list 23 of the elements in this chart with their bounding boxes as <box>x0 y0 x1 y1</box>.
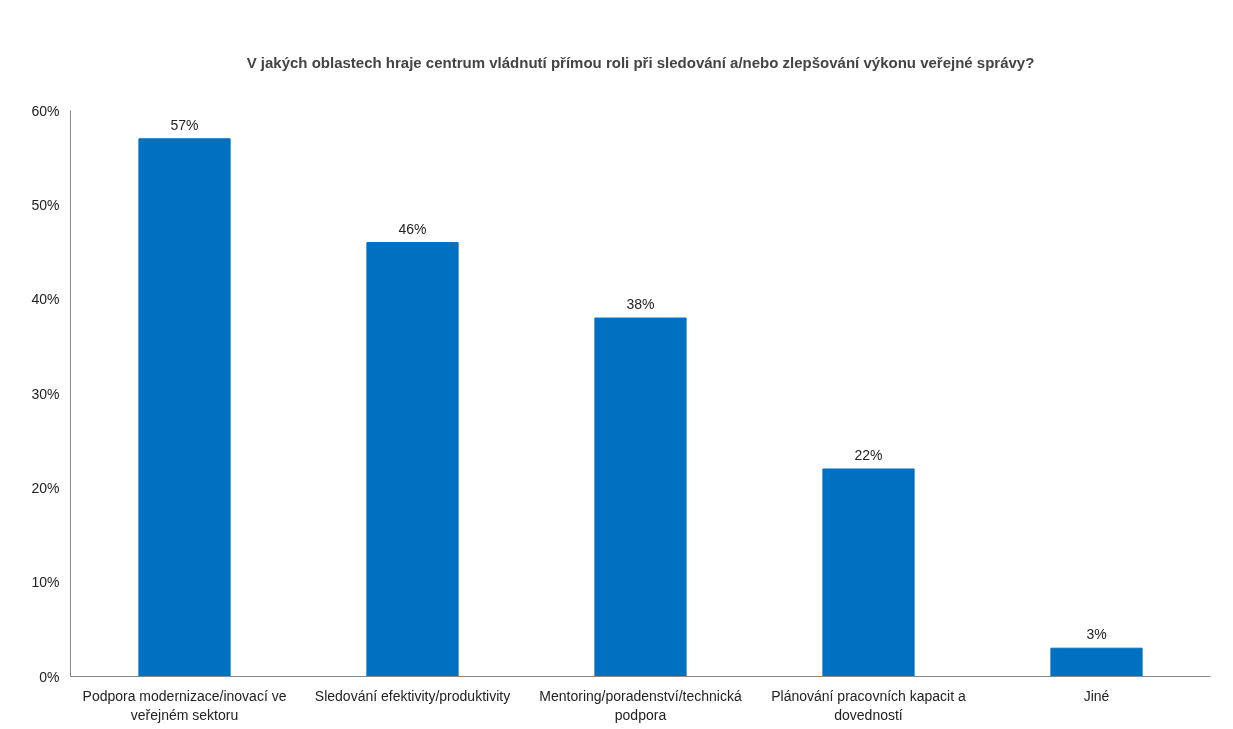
chart-title: V jakých oblastech hraje centrum vládnutí přímou roli při sledování a/nebo zlepšování výkonu veřejné správy? <box>246 53 1035 71</box>
data-label: 3% <box>1086 626 1107 643</box>
y-tick-label: 20% <box>31 479 60 496</box>
bar <box>1050 647 1143 677</box>
y-tick-label: 40% <box>31 291 60 308</box>
bar <box>138 138 231 677</box>
y-tick-label: 0% <box>39 668 60 685</box>
data-label: 57% <box>170 116 199 133</box>
bar <box>366 242 459 677</box>
y-tick-label: 30% <box>31 385 60 402</box>
x-tick-label: Podpora modernizace/inovací ve veřejném sektoru <box>82 687 287 723</box>
x-tick-label: Plánování pracovních kapacit a dovedností <box>771 687 966 723</box>
y-tick-label: 50% <box>31 196 60 213</box>
data-label: 38% <box>626 296 655 313</box>
y-tick-label: 10% <box>31 574 60 591</box>
bar <box>594 317 687 677</box>
x-tick-label: Mentoring/poradenství/technická podpora <box>539 687 742 723</box>
bar <box>822 468 915 677</box>
data-label: 22% <box>854 446 883 463</box>
x-tick-label: Sledování efektivity/produktivity <box>314 687 511 704</box>
data-label: 46% <box>398 220 427 237</box>
y-tick-label: 60% <box>31 102 60 119</box>
x-tick-label: Jiné <box>1083 687 1110 704</box>
